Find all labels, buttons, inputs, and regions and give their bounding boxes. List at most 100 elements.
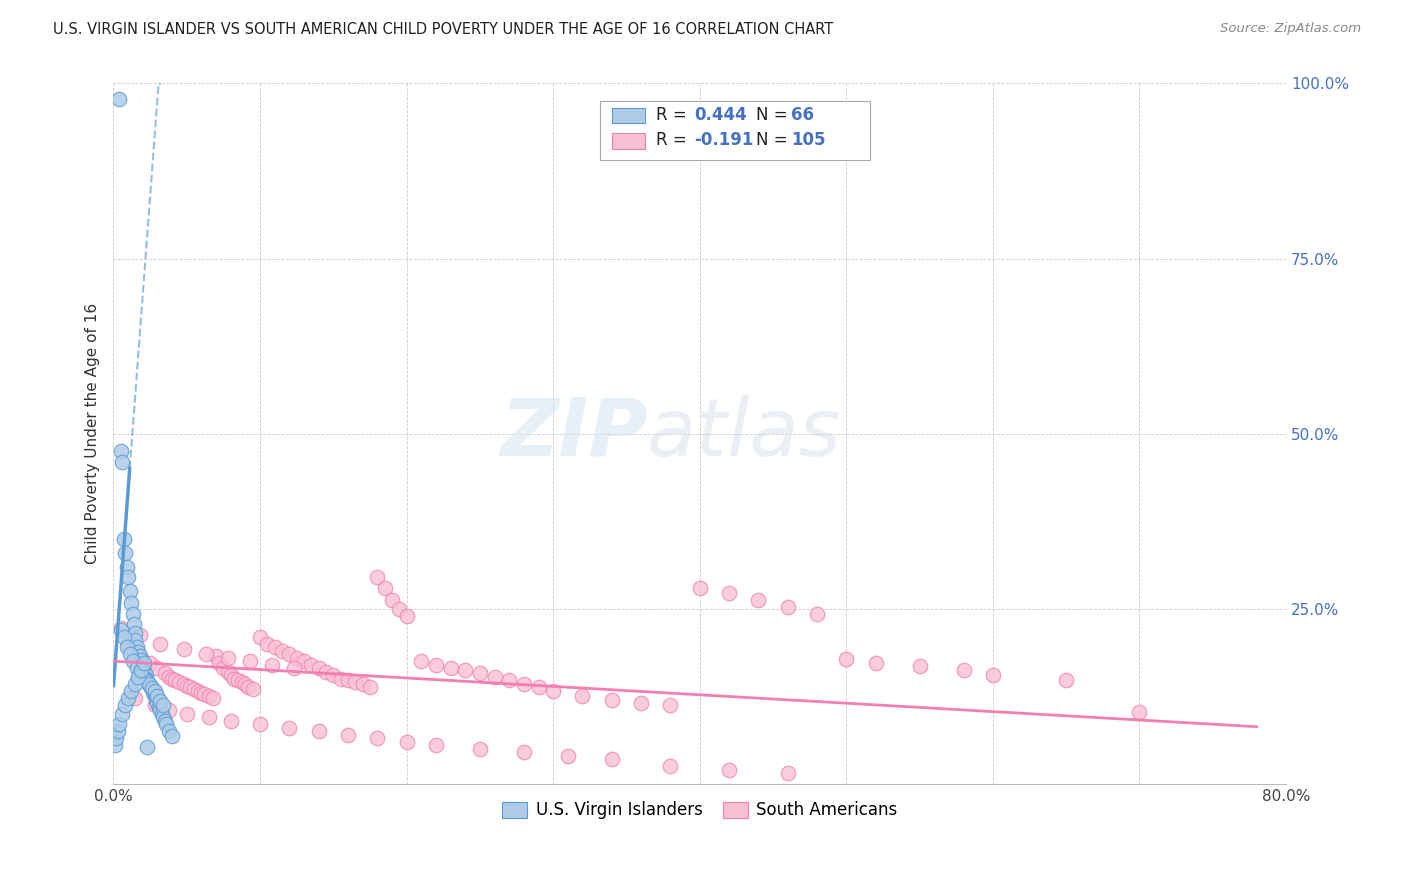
Point: [145, 692, 167, 706]
Point: [132, 670, 155, 684]
Point: [908, 659, 931, 673]
Point: [111, 454, 134, 468]
Point: [231, 675, 253, 690]
Point: [136, 673, 159, 688]
Point: [141, 681, 163, 695]
Point: [176, 706, 198, 721]
Point: [283, 661, 305, 675]
Point: [124, 626, 146, 640]
Point: [128, 649, 150, 664]
Point: [127, 670, 149, 684]
Point: [125, 640, 148, 655]
Point: [153, 666, 176, 681]
Point: [120, 596, 142, 610]
Point: [395, 608, 418, 623]
Point: [131, 663, 153, 677]
Point: [835, 652, 858, 666]
Point: [205, 649, 228, 664]
Point: [149, 694, 172, 708]
Point: [122, 617, 145, 632]
Point: [212, 661, 235, 675]
Point: [105, 731, 128, 746]
Point: [135, 673, 157, 688]
Point: [146, 696, 169, 710]
Point: [315, 665, 337, 679]
Point: [110, 623, 132, 637]
Point: [322, 668, 344, 682]
Point: [249, 717, 271, 731]
Point: [571, 689, 593, 703]
Point: [194, 647, 217, 661]
Point: [337, 728, 360, 742]
Point: [124, 633, 146, 648]
Point: [142, 686, 165, 700]
Point: [659, 759, 682, 773]
Point: [108, 92, 131, 106]
Point: [134, 657, 156, 671]
Point: [114, 546, 136, 560]
Point: [366, 570, 388, 584]
Point: [139, 657, 162, 671]
Point: [173, 677, 195, 691]
Point: [148, 699, 170, 714]
Point: [139, 679, 162, 693]
Point: [193, 687, 215, 701]
Text: -0.191: -0.191: [695, 131, 754, 149]
Point: [128, 649, 150, 664]
Point: [173, 642, 195, 657]
Point: [219, 714, 242, 728]
Point: [190, 686, 212, 700]
Point: [110, 621, 132, 635]
Point: [484, 670, 506, 684]
Point: [112, 630, 135, 644]
Point: [157, 724, 180, 739]
Point: [425, 738, 447, 752]
Point: [263, 640, 285, 655]
Point: [107, 724, 129, 739]
Point: [114, 698, 136, 713]
Point: [689, 581, 711, 595]
Point: [117, 691, 139, 706]
Point: [118, 584, 141, 599]
Point: [439, 661, 461, 675]
Point: [235, 677, 257, 691]
Point: [1128, 706, 1150, 720]
Point: [111, 706, 134, 721]
Point: [718, 763, 741, 777]
Point: [513, 745, 536, 759]
Point: [659, 698, 682, 713]
Point: [337, 673, 360, 687]
Point: [600, 692, 623, 706]
Point: [150, 706, 173, 721]
Point: [110, 444, 132, 458]
Point: [366, 731, 388, 746]
Point: [352, 677, 374, 691]
Text: N =: N =: [756, 106, 793, 124]
Point: [118, 647, 141, 661]
Point: [141, 682, 163, 697]
Point: [292, 654, 315, 668]
Point: [108, 717, 131, 731]
Point: [128, 628, 150, 642]
Point: [104, 738, 127, 752]
Point: [128, 666, 150, 681]
Point: [202, 691, 225, 706]
Point: [557, 748, 579, 763]
Point: [527, 680, 550, 694]
Point: [153, 714, 176, 728]
Point: [208, 657, 231, 671]
Point: [152, 698, 174, 713]
Point: [117, 570, 139, 584]
Point: [135, 668, 157, 682]
Point: [865, 657, 887, 671]
Point: [157, 703, 180, 717]
Point: [260, 657, 283, 672]
Point: [249, 630, 271, 644]
Point: [134, 665, 156, 679]
Point: [238, 680, 260, 694]
Point: [468, 666, 491, 681]
Text: R =: R =: [657, 106, 692, 124]
Point: [256, 637, 278, 651]
Point: [124, 691, 146, 706]
Point: [132, 661, 155, 675]
